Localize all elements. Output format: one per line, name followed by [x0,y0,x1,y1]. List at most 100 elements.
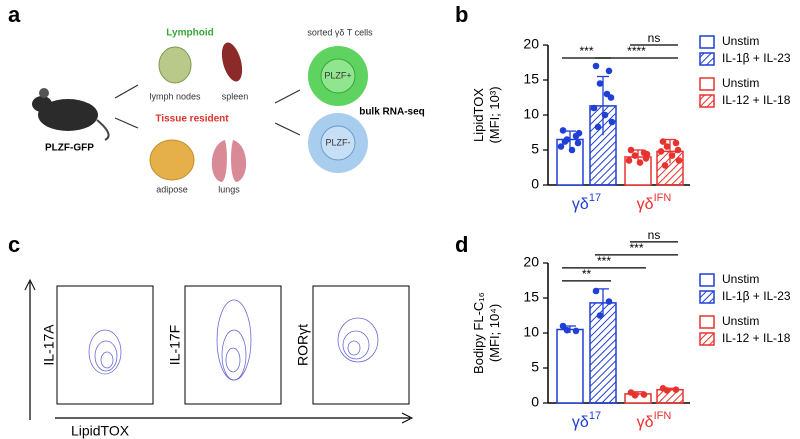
bar [589,302,617,404]
data-point [640,391,648,398]
group-label-sup: 17 [589,192,601,204]
data-point [590,104,598,112]
label: lymph nodes [149,91,201,101]
y-axis-label-line: Bodipy FL-C₁₆ [471,292,486,374]
contour [221,329,247,381]
legend-swatch [699,315,715,329]
contour [216,299,252,381]
mouse [38,99,98,131]
panel-label: c [8,232,20,257]
y-tick-label: 15 [523,289,539,305]
arrow [274,89,301,104]
data-point [563,326,571,334]
y-axis-label-line: LipidTOX [471,88,486,142]
group-label-sup: 17 [589,410,601,422]
data-point [675,157,683,164]
arrowhead [401,412,414,424]
significance-label: ** [582,267,592,281]
mouse [32,96,52,112]
data-point [608,118,616,126]
arrow [114,84,139,99]
legend-swatch [699,332,715,346]
label: Lymphoid [166,28,213,39]
legend-swatch [699,35,715,49]
data-point [657,148,665,155]
arrowhead [24,278,36,291]
legend-swatch [699,290,715,304]
significance-label: **** [627,44,646,58]
y-axis-label-line: (MFI; 10³) [487,86,502,143]
y-tick-label: 5 [531,141,539,157]
x-label: LipidTOX [71,423,130,439]
data-point [574,139,582,147]
data-point [561,138,569,145]
y-tick-label: 5 [531,359,539,375]
label: bulk RNA-seq [359,107,425,118]
label: PLZF+ [324,70,351,80]
legend-label: IL-1β + IL-23 [722,289,791,303]
mouse-tail [96,119,110,141]
data-point [592,287,600,295]
label: adipose [156,184,188,194]
label: spleen [222,91,249,101]
mouse-ear [39,88,49,98]
data-point [596,312,604,319]
y-tick-label: 0 [531,176,539,192]
significance-label: ns [648,228,661,242]
data-point [605,67,613,75]
y-axis-label-line: (MFI; 10⁴) [487,304,502,362]
significance-label: *** [597,254,611,268]
data-point [625,157,633,164]
label: PLZF-GFP [45,143,94,154]
data-point [672,386,680,394]
y-tick-label: 10 [523,106,539,122]
group-label-sup: IFN [654,410,672,422]
bar [556,328,584,404]
contour [225,347,241,373]
contour [347,340,361,356]
panel-label: b [455,2,468,27]
legend-label: Unstim [722,34,759,48]
group-label: γδ17 [572,410,601,431]
group-label: γδIFN [637,192,672,213]
y-label: IL-17F [167,325,183,365]
y-axis-label: LipidTOX(MFI; 10³) [471,86,502,143]
flow-plot [184,285,282,405]
data-point [605,298,613,305]
group-label-main: γδ [572,196,589,213]
legend-label: Unstim [722,76,759,90]
data-point [672,139,680,147]
legend-label: IL-1β + IL-23 [722,51,791,65]
contour [88,329,122,375]
diagram: PLZF-GFP Lymphoid lymph nodes spleen Tis… [32,27,425,194]
data-point [663,143,671,150]
data-point [596,80,604,87]
significance-label: *** [629,241,643,255]
group-label: γδIFN [637,410,672,431]
y-label: IL-17A [41,324,57,366]
data-point [568,146,576,154]
legend-label: IL-12 + IL-18 [722,93,791,107]
y-label: RORγt [295,324,311,366]
contour [337,317,379,363]
data-point [572,327,580,335]
group-label-main: γδ [637,414,654,431]
data-point [661,162,669,169]
data-point [594,123,602,131]
legend-label: Unstim [722,272,759,286]
lungs [211,140,247,182]
y-axis-label: Bodipy FL-C₁₆(MFI; 10⁴) [471,292,502,374]
data-point [603,90,611,98]
data-point [659,138,667,145]
legend-swatch [699,273,715,287]
arrow [274,122,301,136]
label: PLZF- [325,137,350,147]
group-label-main: γδ [637,196,654,213]
nucleus [320,58,356,94]
data-point [663,387,671,394]
contour [342,330,370,360]
y-tick-label: 15 [523,71,539,87]
spleen [221,42,243,82]
nucleus [320,125,356,161]
